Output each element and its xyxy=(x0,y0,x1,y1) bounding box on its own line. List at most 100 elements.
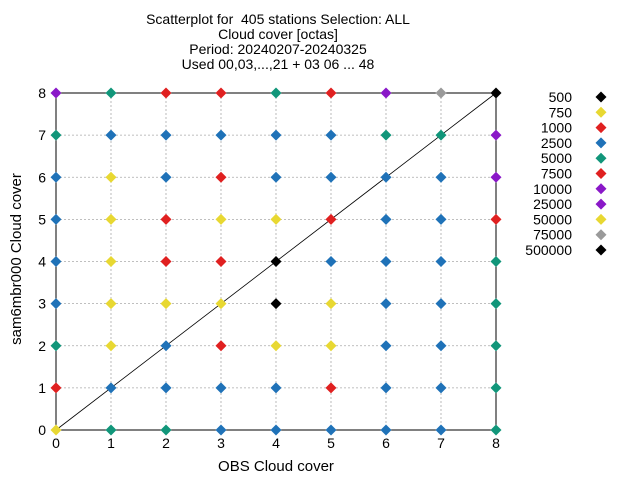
scatter-point xyxy=(215,298,227,310)
scatter-point xyxy=(105,213,117,225)
scatter-point xyxy=(325,424,337,436)
legend-marker xyxy=(595,122,607,134)
scatter-point xyxy=(270,213,282,225)
legend-marker xyxy=(595,137,607,149)
data-points xyxy=(50,87,502,436)
scatter-point xyxy=(380,340,392,352)
scatter-point xyxy=(215,424,227,436)
legend-label: 75000 xyxy=(533,227,572,243)
scatter-point xyxy=(380,129,392,141)
scatter-point xyxy=(50,298,62,310)
scatter-point xyxy=(435,424,447,436)
scatter-point xyxy=(160,87,172,99)
scatter-point xyxy=(380,298,392,310)
scatter-point xyxy=(270,171,282,183)
x-axis-label: OBS Cloud cover xyxy=(218,458,334,475)
scatter-point xyxy=(105,129,117,141)
chart-title: Scatterplot for 405 stations Selection: … xyxy=(0,12,556,72)
x-tick-labels: 0 1 2 3 4 5 6 7 8 xyxy=(52,435,500,451)
title-line-4: Used 00,03,...,21 + 03 06 ... 48 xyxy=(181,56,375,72)
scatter-point xyxy=(490,256,502,267)
legend-marker xyxy=(595,152,607,164)
scatter-point xyxy=(490,129,502,141)
legend-marker xyxy=(595,213,607,225)
scatter-point xyxy=(325,171,337,183)
scatter-point xyxy=(50,424,62,436)
title-line-1: Scatterplot for 405 stations Selection: … xyxy=(146,11,410,27)
scatter-point xyxy=(380,382,392,394)
scatter-point xyxy=(325,87,337,99)
scatter-point xyxy=(160,298,172,310)
scatter-point xyxy=(270,340,282,352)
scatter-point xyxy=(105,87,117,99)
scatter-point xyxy=(435,213,447,225)
scatter-point xyxy=(435,298,447,310)
x-tick-label: 3 xyxy=(217,435,225,451)
scatter-point xyxy=(380,424,392,436)
y-tick-label: 7 xyxy=(38,127,46,143)
scatter-point xyxy=(160,382,172,394)
scatter-point xyxy=(325,129,337,141)
scatter-point xyxy=(325,298,337,310)
scatter-point xyxy=(160,129,172,141)
scatter-point xyxy=(50,171,62,183)
x-tick-label: 8 xyxy=(492,435,500,451)
scatter-point xyxy=(270,87,282,99)
legend-label: 500000 xyxy=(525,242,572,258)
x-tick-label: 1 xyxy=(107,435,115,451)
legend-label: 5000 xyxy=(541,150,572,166)
legend-marker xyxy=(595,91,607,103)
scatter-point xyxy=(380,213,392,225)
scatter-point xyxy=(270,129,282,141)
scatter-point xyxy=(105,171,117,183)
scatter-point xyxy=(270,256,282,267)
scatter-point xyxy=(160,171,172,183)
scatter-point xyxy=(490,298,502,310)
legend-label: 500 xyxy=(549,89,573,105)
legend-label: 7500 xyxy=(541,166,572,182)
scatter-point xyxy=(490,87,502,99)
scatter-point xyxy=(325,340,337,352)
legend: 5007501000250050007500100002500050000750… xyxy=(525,89,607,258)
scatter-point xyxy=(215,340,227,352)
scatter-point xyxy=(325,213,337,225)
y-tick-label: 0 xyxy=(38,422,46,438)
title-line-3: Period: 20240207-20240325 xyxy=(189,41,367,57)
scatter-point xyxy=(380,87,392,99)
scatter-point xyxy=(490,213,502,225)
scatter-point xyxy=(490,171,502,183)
scatter-point xyxy=(105,256,117,267)
x-tick-label: 2 xyxy=(162,435,170,451)
scatter-point xyxy=(435,129,447,141)
legend-marker xyxy=(595,229,607,241)
scatter-point xyxy=(50,129,62,141)
scatter-point xyxy=(325,382,337,394)
scatter-point xyxy=(435,256,447,267)
y-tick-label: 5 xyxy=(38,211,46,227)
scatter-point xyxy=(50,87,62,99)
scatter-point xyxy=(160,256,172,267)
x-tick-label: 5 xyxy=(327,435,335,451)
scatter-point xyxy=(380,256,392,267)
y-tick-label: 1 xyxy=(38,380,46,396)
scatter-point xyxy=(160,424,172,436)
scatter-point xyxy=(50,213,62,225)
scatter-point xyxy=(105,340,117,352)
legend-label: 750 xyxy=(549,104,573,120)
x-tick-label: 7 xyxy=(437,435,445,451)
scatter-point xyxy=(215,129,227,141)
x-tick-label: 6 xyxy=(382,435,390,451)
y-tick-labels: 0 1 2 3 4 5 6 7 8 xyxy=(38,85,46,438)
legend-marker xyxy=(595,106,607,118)
scatter-point xyxy=(105,424,117,436)
scatter-point xyxy=(215,256,227,267)
y-tick-label: 6 xyxy=(38,169,46,185)
scatter-point xyxy=(435,382,447,394)
scatter-point xyxy=(380,171,392,183)
scatter-point xyxy=(215,213,227,225)
legend-marker xyxy=(595,244,607,256)
scatter-point xyxy=(215,382,227,394)
scatter-point xyxy=(105,298,117,310)
y-tick-label: 4 xyxy=(38,254,46,270)
